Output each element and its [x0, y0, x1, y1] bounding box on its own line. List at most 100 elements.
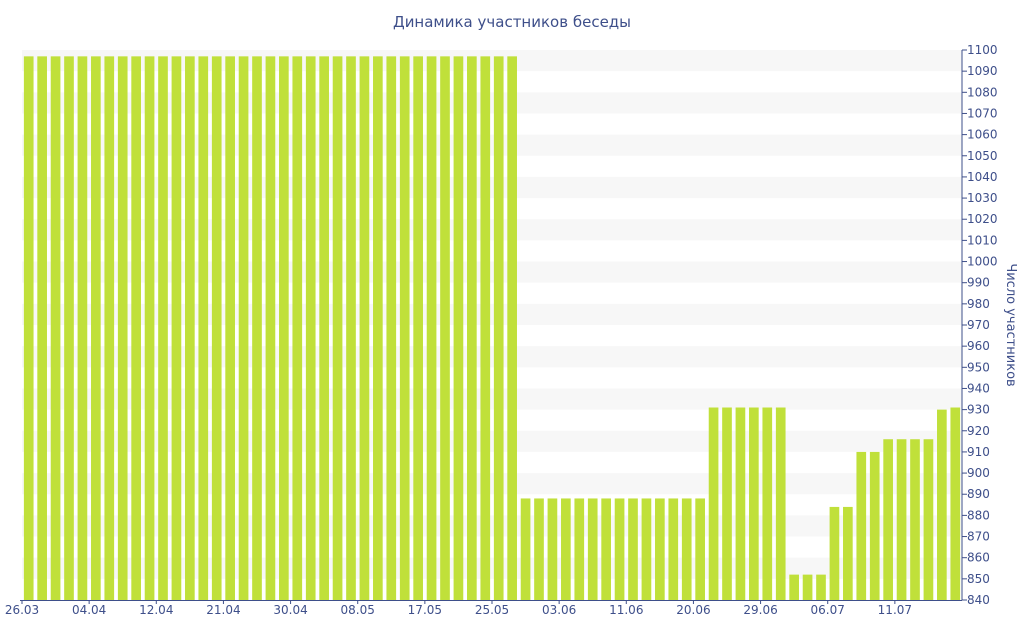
bar — [668, 498, 679, 600]
bar — [252, 56, 262, 601]
bar — [117, 56, 128, 601]
bar — [265, 56, 276, 601]
bar — [735, 407, 746, 600]
x-tick-label: 03.06 — [542, 603, 576, 617]
bar — [37, 56, 47, 601]
bar — [547, 498, 558, 600]
y-tick-label: 1060 — [967, 128, 998, 142]
bar — [453, 56, 464, 601]
bar — [789, 574, 799, 600]
bar — [883, 439, 893, 600]
bar — [681, 498, 692, 600]
bar — [480, 56, 491, 601]
y-tick-label: 920 — [967, 424, 990, 438]
bar — [467, 56, 477, 601]
bar — [198, 56, 209, 601]
bar — [171, 56, 182, 601]
bar — [520, 498, 531, 600]
x-axis: 26.03 04.04 12.04 21.04 30.04 08.05 17.05 25.05… — [5, 600, 962, 617]
y-tick-label: 880 — [967, 508, 990, 522]
bar — [211, 56, 222, 601]
y-tick-label: 890 — [967, 487, 990, 501]
x-tick-label: 08.05 — [341, 603, 375, 617]
y-tick-label: 1040 — [967, 170, 998, 184]
bar — [305, 56, 316, 601]
bar — [386, 56, 397, 601]
x-tick-label: 26.03 — [5, 603, 39, 617]
bar — [843, 506, 853, 600]
bar — [399, 56, 410, 601]
y-tick-label: 1070 — [967, 106, 998, 120]
bar — [816, 574, 826, 600]
bar — [104, 56, 115, 601]
bar — [144, 56, 155, 601]
y-tick-label: 990 — [967, 276, 990, 290]
bar — [802, 574, 813, 600]
bar — [158, 56, 168, 601]
y-tick-label: 840 — [967, 593, 990, 607]
x-tick-label: 30.04 — [273, 603, 307, 617]
bar — [775, 407, 786, 600]
y-tick-label: 1050 — [967, 149, 998, 163]
x-tick-label: 29.06 — [743, 603, 777, 617]
y-tick-label: 910 — [967, 445, 990, 459]
x-tick-label: 04.04 — [72, 603, 106, 617]
bar — [507, 56, 517, 601]
bar — [722, 407, 732, 600]
bar — [292, 56, 303, 601]
x-tick-label: 20.06 — [676, 603, 710, 617]
chart-title: Динамика участников беседы — [392, 13, 632, 31]
bar — [23, 56, 34, 601]
bar — [332, 56, 343, 601]
bar — [708, 407, 719, 600]
bar — [185, 56, 195, 601]
x-tick-label: 17.05 — [408, 603, 442, 617]
bar — [869, 451, 880, 600]
bar — [856, 451, 867, 600]
bar — [346, 56, 356, 601]
bar — [695, 498, 705, 600]
y-tick-label: 970 — [967, 318, 990, 332]
y-tick-label: 1010 — [967, 233, 998, 247]
x-tick-label: 06.07 — [811, 603, 845, 617]
y-axis: 840 850 860 870 880 890 900 910 920 930 940 950 960 9… — [961, 43, 998, 607]
bar — [896, 439, 907, 600]
y-tick-label: 1000 — [967, 255, 998, 269]
x-tick-label: 25.05 — [475, 603, 509, 617]
y-tick-label: 940 — [967, 381, 990, 395]
y-tick-label: 850 — [967, 572, 990, 586]
bar — [829, 506, 840, 600]
y-tick-label: 960 — [967, 339, 990, 353]
bar — [440, 56, 450, 601]
y-tick-label: 900 — [967, 466, 990, 480]
x-tick-label: 11.07 — [878, 603, 912, 617]
bar — [413, 56, 423, 601]
x-tick-label: 12.04 — [139, 603, 173, 617]
y-tick-label: 930 — [967, 403, 990, 417]
y-tick-label: 1030 — [967, 191, 998, 205]
x-tick-label: 11.06 — [609, 603, 643, 617]
y-tick-label: 860 — [967, 551, 990, 565]
bar — [225, 56, 235, 601]
bar — [426, 56, 437, 601]
bar — [131, 56, 141, 601]
bar — [561, 498, 571, 600]
bar — [910, 439, 920, 600]
x-tick-label: 21.04 — [206, 603, 240, 617]
bar — [91, 56, 101, 601]
bar — [359, 56, 370, 601]
bar — [534, 498, 544, 600]
y-tick-label: 1020 — [967, 212, 998, 226]
bar — [950, 407, 961, 600]
bar — [749, 407, 759, 600]
bar — [628, 498, 638, 600]
bar — [50, 56, 61, 601]
bar — [641, 498, 652, 600]
bar — [319, 56, 329, 601]
bar-series — [23, 56, 961, 601]
y-tick-label: 1100 — [967, 43, 998, 57]
bar — [601, 498, 611, 600]
bar — [762, 407, 773, 600]
y-tick-label: 980 — [967, 297, 990, 311]
